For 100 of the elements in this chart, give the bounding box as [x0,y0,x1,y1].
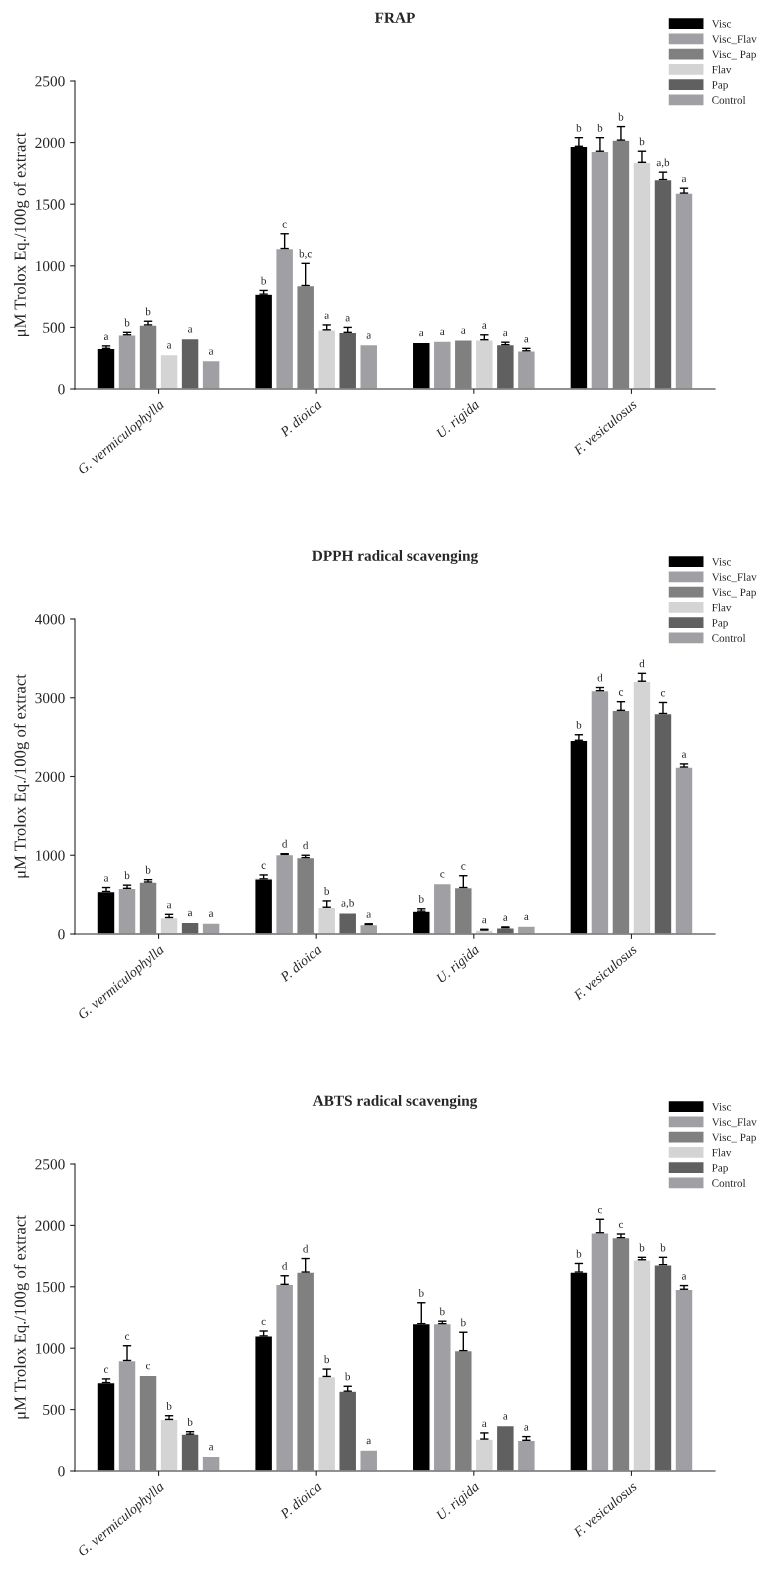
legend-label: Control [712,1179,746,1187]
data-label: b [344,1372,351,1381]
bar [474,339,494,389]
data-label: b [124,318,130,327]
legend-label: Visc [711,20,732,28]
data-label: a [366,1438,372,1445]
bar [516,350,536,389]
data-label: b [460,1318,466,1327]
legend-label: Visc [711,558,732,566]
data-label: b [639,137,645,146]
data-label: a [103,876,109,882]
chart-title: ABTS radical scavenging [312,1095,478,1110]
data-label: d [639,659,645,668]
y-tick-label: 1500 [36,1281,65,1293]
data-label: b [323,1355,330,1364]
data-label: c [103,1367,109,1373]
data-label: a [681,176,687,183]
data-label: d [303,841,309,850]
legend-label: Visc_ Pap [711,1133,756,1144]
legend-label: Flav [712,65,732,74]
data-label: c [597,1207,603,1214]
legend-label: Pap [712,619,728,629]
data-label: a,b [656,158,670,168]
data-label: c [618,1222,624,1229]
data-label: a [188,327,193,333]
data-label: a [482,917,487,924]
data-label: a [209,911,214,917]
data-label: a [524,337,529,343]
data-label: b [439,1307,445,1316]
y-tick-label: 1000 [36,1343,65,1354]
data-label: c [261,1319,266,1326]
data-label: a [524,914,529,921]
y-tick-label: 2500 [35,1159,65,1170]
legend-label: Control [712,634,746,642]
data-label: b [187,1417,193,1426]
legend-label: Visc_Flav [711,34,757,45]
data-label: a [366,333,372,339]
y-tick-label: 0 [58,384,65,395]
y-tick-label: 3000 [35,692,65,704]
data-label: a [419,330,424,337]
data-label: b [576,123,582,132]
bar [317,1375,337,1471]
data-label: b [576,1249,582,1258]
legend-label: Visc_Flav [711,1117,757,1128]
data-label: a [209,349,214,355]
bar [432,882,452,934]
legend-label: Flav [712,1148,732,1157]
bar [495,343,515,389]
bar [296,856,316,934]
data-label: c [124,1334,130,1340]
y-tick-label: 500 [43,322,65,333]
data-label: b,c [299,249,312,259]
data-label: a [366,912,372,918]
bar [411,341,431,389]
y-tick-label: 4000 [35,614,65,625]
legend-label: Visc [711,1103,732,1111]
bar [296,1271,316,1471]
data-label: a [681,752,687,758]
data-label: d [282,1261,288,1270]
data-label: b [323,887,330,895]
legend-label: Control [712,96,746,104]
y-tick-label: 2000 [35,1220,65,1231]
bar [254,293,274,389]
bar [254,878,274,934]
data-label: c [440,872,445,878]
data-label: a [209,1445,214,1451]
data-label: c [261,863,266,869]
y-tick-label: 1500 [36,199,65,210]
data-label: b [124,871,130,880]
data-label: a [461,328,466,334]
data-label: a [166,343,172,349]
bar [453,886,473,934]
data-label: a [524,1425,529,1431]
data-label: a [324,313,329,319]
data-label: a [503,1414,508,1420]
bar [453,339,473,389]
bar [275,853,295,934]
data-label: a [166,902,172,909]
bar [254,1335,274,1471]
data-label: b [576,720,582,729]
data-label: b [418,894,424,903]
legend-label: Pap [712,81,728,91]
data-label: c [282,222,287,228]
data-label: b [145,307,151,316]
chart-title: DPPH radical scavenging [312,550,479,565]
data-label: b [145,865,151,874]
y-tick-label: 2000 [35,771,65,782]
bar [432,1322,452,1471]
data-label: a [482,1421,487,1427]
bar [359,1449,379,1471]
y-tick-label: 0 [58,1466,65,1477]
data-label: b [260,276,266,285]
data-label: c [146,1363,151,1370]
bar [411,910,431,934]
y-axis-title: μM Trolox Eq./100g of extract [13,132,30,337]
data-label: c [618,690,624,696]
data-label: c [660,691,666,697]
bar [432,340,452,389]
data-label: c [461,864,466,870]
data-label: b [166,1401,172,1410]
